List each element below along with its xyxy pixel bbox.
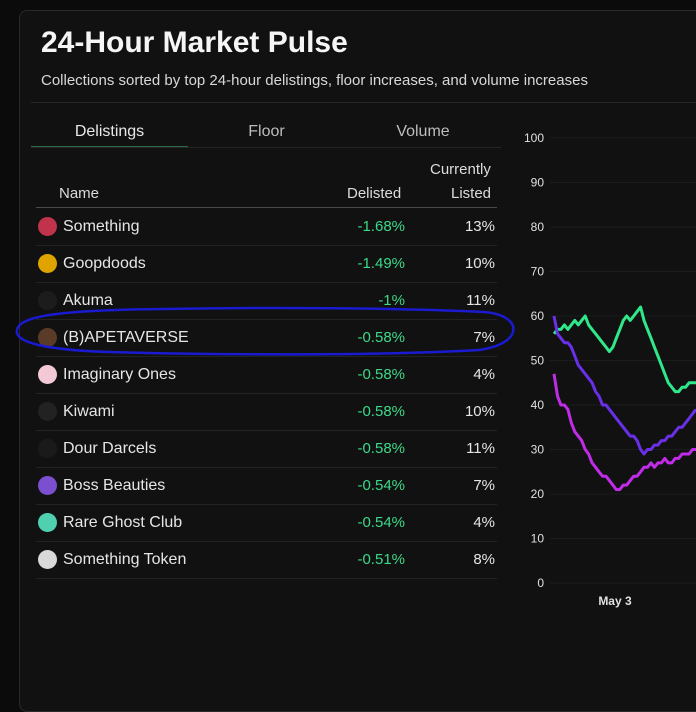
page-subtitle: Collections sorted by top 24-hour delist… — [41, 72, 588, 89]
y-tick-label: 80 — [531, 220, 545, 234]
column-header-listed-line1[interactable]: Currently — [430, 161, 491, 178]
tab-delistings[interactable]: Delistings — [31, 118, 188, 148]
tab-underline — [31, 147, 501, 148]
table-header-divider — [36, 207, 497, 208]
delisted-percent: -0.58% — [357, 440, 405, 457]
divider — [31, 102, 696, 103]
y-tick-label: 30 — [531, 443, 545, 457]
collection-name[interactable]: Akuma — [63, 292, 113, 309]
delisted-percent: -0.58% — [357, 403, 405, 420]
tab-volume[interactable]: Volume — [396, 123, 450, 140]
collection-name[interactable]: Imaginary Ones — [63, 366, 176, 383]
collection-avatar — [38, 439, 57, 458]
series-line-0[interactable] — [552, 305, 696, 394]
collection-avatar — [38, 254, 57, 273]
listed-percent: 7% — [473, 329, 495, 346]
listed-percent: 10% — [464, 403, 495, 420]
table-row[interactable]: Akuma -1% 11% — [36, 282, 497, 320]
listed-percent: 7% — [473, 477, 495, 494]
table-row[interactable]: Imaginary Ones -0.58% 4% — [36, 356, 497, 394]
table-row[interactable]: Something Token -0.51% 8% — [36, 541, 497, 579]
collection-name[interactable]: (B)APETAVERSE — [63, 329, 189, 346]
listed-percent: 13% — [464, 218, 495, 235]
highlight-ellipse — [15, 306, 515, 356]
collection-name[interactable]: Goopdoods — [63, 255, 146, 272]
listed-percent: 8% — [473, 551, 495, 568]
y-tick-label: 10 — [531, 532, 545, 546]
table-row[interactable]: Boss Beauties -0.54% 7% — [36, 467, 497, 505]
collection-avatar — [38, 476, 57, 495]
collection-name[interactable]: Something Token — [63, 551, 187, 568]
y-tick-label: 100 — [524, 131, 544, 145]
table-row[interactable]: Kiwami -0.58% 10% — [36, 393, 497, 431]
listed-percent: 11% — [466, 292, 495, 309]
collection-avatar — [38, 402, 57, 421]
table-row[interactable]: (B)APETAVERSE -0.58% 7% — [36, 319, 497, 357]
delisted-percent: -1.49% — [357, 255, 405, 272]
collection-name[interactable]: Something — [63, 218, 140, 235]
series-line-2[interactable] — [552, 373, 696, 492]
table-row[interactable]: Dour Darcels -0.58% 11% — [36, 430, 497, 468]
y-tick-label: 90 — [531, 176, 545, 190]
series-line-1[interactable] — [552, 315, 696, 456]
y-tick-label: 60 — [531, 309, 545, 323]
listed-percent: 4% — [473, 514, 495, 531]
hand-drawn-highlight-annotation — [15, 306, 515, 356]
y-tick-label: 20 — [531, 487, 545, 501]
tab-bar: Delistings Floor Volume — [31, 118, 501, 148]
delisted-percent: -1.68% — [357, 218, 405, 235]
table-row[interactable]: Something -1.68% 13% — [36, 208, 497, 246]
delisted-percent: -0.58% — [357, 366, 405, 383]
column-header-delisted[interactable]: Delisted — [347, 185, 402, 202]
listed-percent: 11% — [466, 440, 495, 457]
listed-percent: 4% — [473, 366, 495, 383]
column-header-listed-line2[interactable]: Listed — [451, 185, 492, 202]
delisted-percent: -0.54% — [357, 514, 405, 531]
table-row[interactable]: Goopdoods -1.49% 10% — [36, 245, 497, 283]
collection-avatar — [38, 513, 57, 532]
column-header-name[interactable]: Name — [59, 185, 100, 202]
y-tick-label: 70 — [531, 265, 545, 279]
listed-percent: 10% — [464, 255, 495, 272]
table-row[interactable]: Rare Ghost Club -0.54% 4% — [36, 504, 497, 542]
collection-avatar — [38, 365, 57, 384]
collection-avatar — [38, 291, 57, 310]
collection-name[interactable]: Kiwami — [63, 403, 115, 420]
delisted-percent: -0.54% — [357, 477, 405, 494]
page-title: 24-Hour Market Pulse — [41, 26, 348, 59]
collection-name[interactable]: Dour Darcels — [63, 440, 157, 457]
collection-avatar — [38, 217, 57, 236]
y-tick-label: 0 — [537, 576, 544, 590]
tab-floor[interactable]: Floor — [248, 123, 285, 140]
collection-avatar — [38, 550, 57, 569]
delisted-percent: -1% — [378, 292, 405, 309]
delisted-percent: -0.51% — [357, 551, 405, 568]
y-tick-label: 50 — [531, 354, 545, 368]
y-tick-label: 40 — [531, 398, 545, 412]
collection-name[interactable]: Boss Beauties — [63, 477, 166, 494]
x-tick-label: May 3 — [598, 594, 632, 608]
collection-name[interactable]: Rare Ghost Club — [63, 514, 183, 531]
collection-avatar — [38, 328, 57, 347]
delisted-percent: -0.58% — [357, 329, 405, 346]
